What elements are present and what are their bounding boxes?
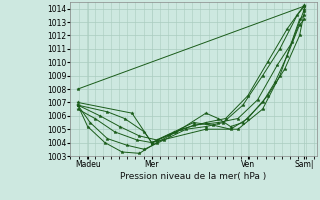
X-axis label: Pression niveau de la mer( hPa ): Pression niveau de la mer( hPa )	[120, 172, 267, 181]
